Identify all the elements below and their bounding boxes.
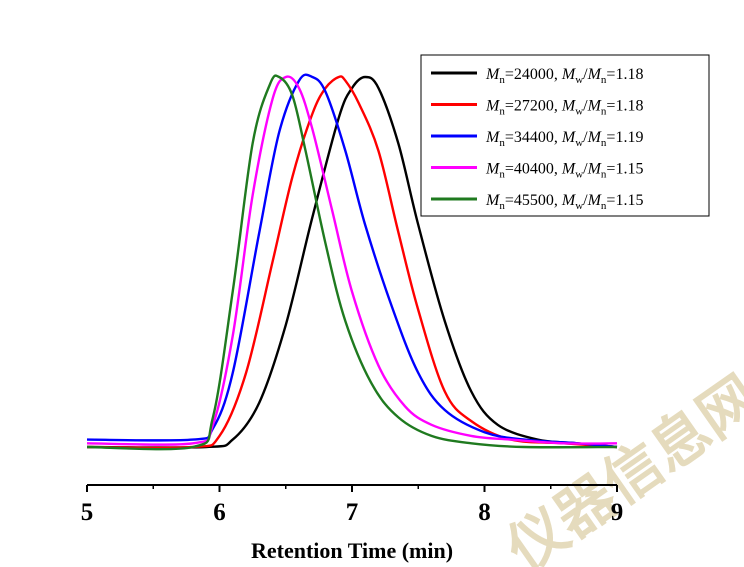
- x-axis-title: Retention Time (min): [251, 538, 453, 563]
- x-tick-label: 5: [81, 499, 94, 526]
- watermark: 仪器信息网: [494, 362, 744, 567]
- series-line-1: [86, 75, 618, 449]
- x-tick-label: 6: [213, 499, 226, 526]
- watermark-text: 仪器信息网: [494, 362, 744, 567]
- series-line-2: [86, 75, 618, 450]
- series-line-3: [86, 73, 618, 449]
- legend-label: Mn=45500, Mw/Mn=1.15: [485, 192, 643, 212]
- x-tick-label: 9: [611, 499, 624, 526]
- legend-entry-3: Mn=34400, Mw/Mn=1.19: [431, 129, 643, 149]
- series-line-4: [86, 75, 618, 446]
- x-axis: 5 6 7 8 9: [81, 484, 624, 526]
- x-tick-label: 7: [346, 499, 359, 526]
- legend-entry-2: Mn=27200, Mw/Mn=1.18: [431, 98, 643, 118]
- legend-label: Mn=24000, Mw/Mn=1.18: [485, 66, 643, 86]
- legend-label: Mn=40400, Mw/Mn=1.15: [485, 161, 643, 181]
- legend-entry-4: Mn=40400, Mw/Mn=1.15: [431, 161, 643, 181]
- legend-entry-1: Mn=24000, Mw/Mn=1.18: [431, 66, 643, 86]
- legend-label: Mn=27200, Mw/Mn=1.18: [485, 98, 643, 118]
- series-line-5: [86, 74, 618, 451]
- legend-entry-5: Mn=45500, Mw/Mn=1.15: [431, 192, 643, 212]
- legend: Mn=24000, Mw/Mn=1.18 Mn=27200, Mw/Mn=1.18…: [420, 54, 710, 217]
- legend-label: Mn=34400, Mw/Mn=1.19: [485, 129, 643, 149]
- plot-area: [86, 73, 618, 451]
- x-tick-label: 8: [478, 499, 491, 526]
